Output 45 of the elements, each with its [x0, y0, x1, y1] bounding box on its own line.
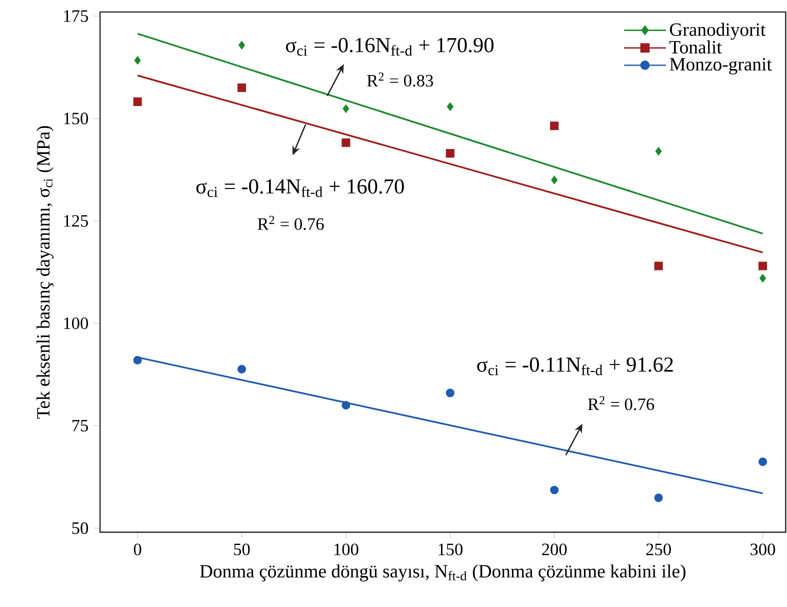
point [134, 56, 141, 65]
point [133, 356, 142, 364]
point [342, 138, 350, 147]
y-tick-label: 75 [72, 420, 88, 432]
x-tick-label: 300 [750, 544, 776, 556]
y-tick-label: 125 [64, 215, 88, 227]
y-tick-label: 150 [64, 112, 88, 124]
y-tick-label: 50 [72, 522, 88, 534]
x-tick-label: 50 [234, 544, 250, 556]
legend-label: Tonalit [670, 40, 722, 54]
annotation: σ$_{ci}$ = -0.16N$_{ft-d}$ + 170.90 [286, 38, 494, 56]
y-tick-label: 175 [64, 10, 88, 22]
point [446, 149, 454, 158]
point [237, 364, 246, 374]
point [758, 458, 768, 466]
y-axis-title: Tek eksenli basınç dayanımı, σ$_{ci}$ (MPa) [36, 126, 54, 419]
annotation: R$^{2}$ = 0.76 [588, 396, 654, 410]
legend-label: Monzo-granit [670, 58, 772, 74]
point [446, 102, 454, 111]
x-tick-label: 0 [134, 544, 142, 556]
point [342, 104, 350, 113]
point [654, 262, 663, 270]
point [238, 40, 246, 50]
point [759, 274, 766, 283]
x-tick-label: 150 [438, 544, 462, 556]
point [550, 122, 559, 130]
point [446, 388, 454, 398]
legend-label: Granodiyorit [670, 22, 766, 40]
x-tick-label: 250 [646, 544, 671, 556]
point [654, 494, 663, 502]
point [758, 262, 768, 270]
point [655, 147, 662, 156]
point [237, 84, 246, 92]
annotation: R$^{2}$ = 0.76 [258, 216, 324, 230]
point [551, 176, 558, 184]
point [133, 97, 142, 106]
annotation: σ$_{ci}$ = -0.14N$_{ft-d}$ + 160.70 [196, 179, 404, 198]
y-tick-label: 100 [64, 318, 88, 330]
x-tick-label: 100 [334, 544, 358, 556]
point [342, 401, 350, 410]
point [550, 486, 559, 494]
x-tick-label: 200 [542, 544, 567, 556]
x-axis-title: Donma çözünme döngü sayısı, N$_{ft-d}$ (Donma çözünme kabini ile) [200, 564, 686, 582]
annotation: σ$_{ci}$ = -0.11N$_{ft-d}$ + 91.62 [477, 357, 673, 376]
annotation: R$^{2}$ = 0.83 [367, 72, 434, 87]
